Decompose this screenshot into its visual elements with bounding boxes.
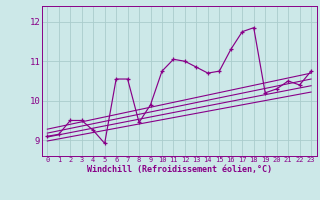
X-axis label: Windchill (Refroidissement éolien,°C): Windchill (Refroidissement éolien,°C): [87, 165, 272, 174]
